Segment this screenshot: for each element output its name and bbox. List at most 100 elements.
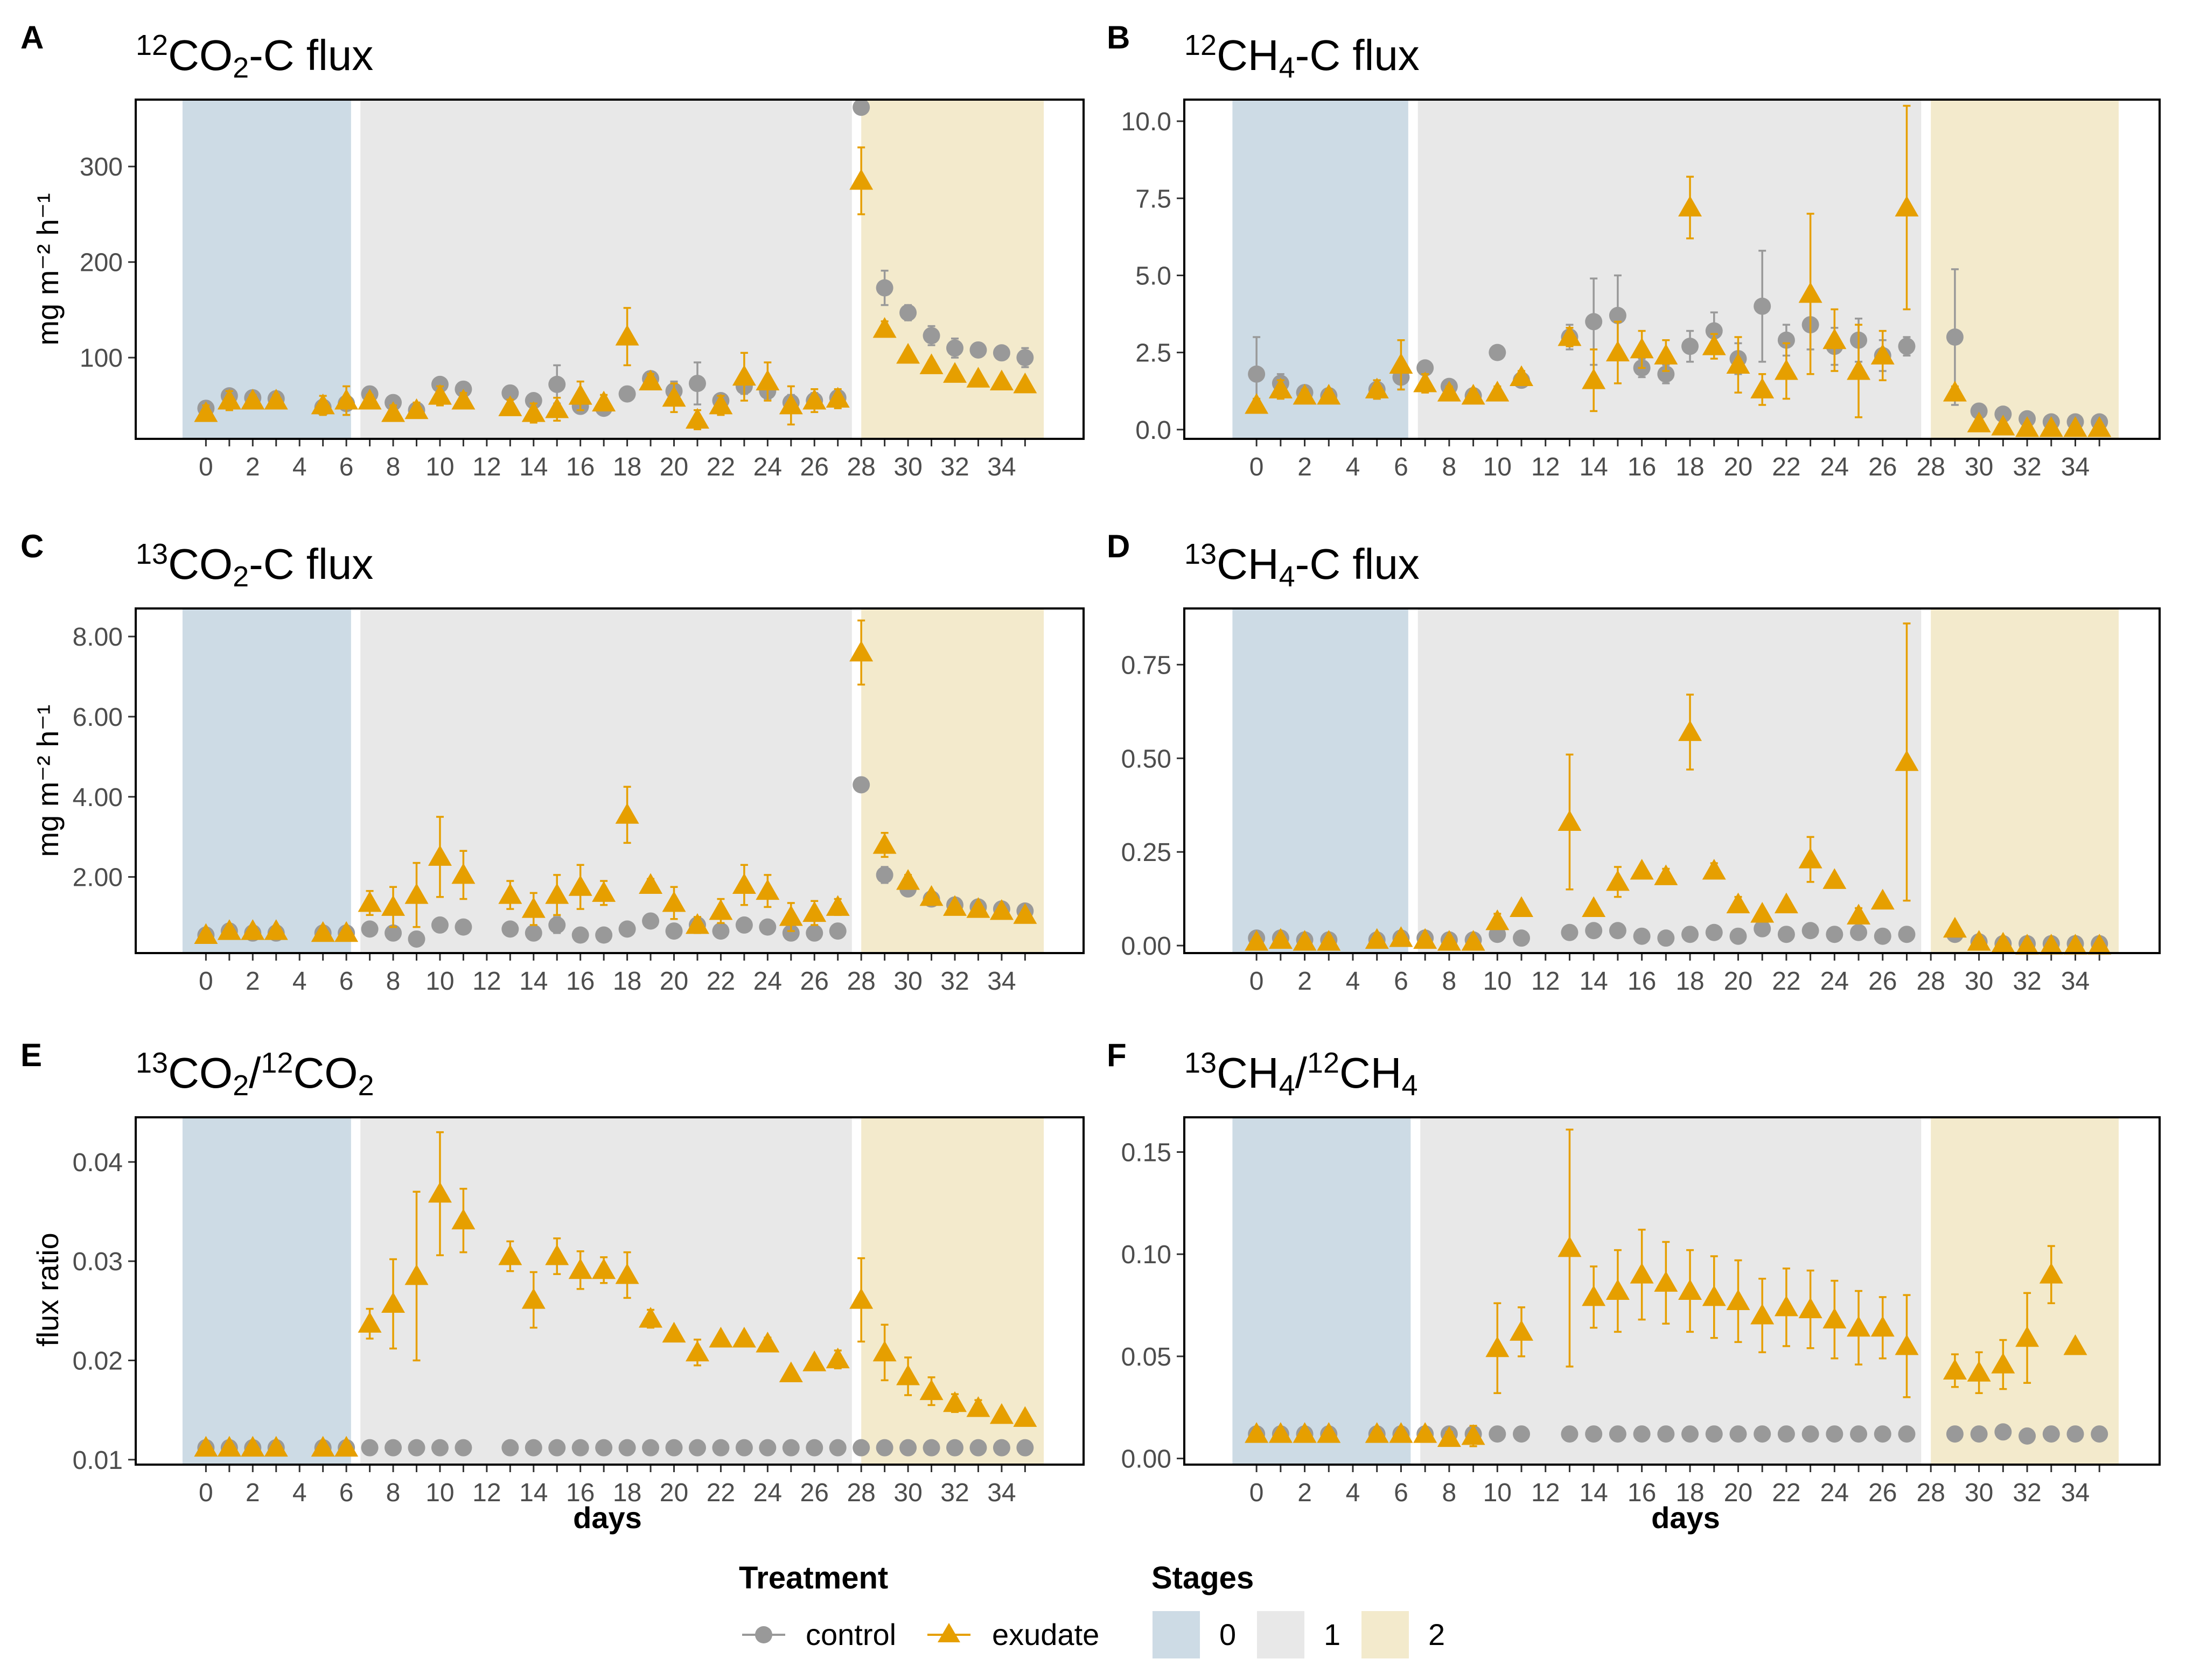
control-point [2091,1425,2108,1443]
title-main-2: CO [293,1049,358,1097]
exudate-point [545,397,569,418]
legend-label-stage-2: 2 [1428,1618,1445,1651]
control-point [923,327,940,345]
exudate-point [1967,1361,1991,1382]
control-point [2066,1425,2084,1443]
control-point [1874,927,1891,945]
x-tick-label: 16 [566,967,595,996]
exudate-point [1013,1406,1037,1427]
control-point [1489,1425,1506,1443]
stage-band-2 [1931,608,2119,953]
x-tick-label: 26 [800,453,829,481]
control-point [618,385,636,403]
control-point [1754,297,1771,315]
plot-frame [1183,1116,2161,1466]
control-point [1609,1425,1626,1443]
x-tick-label: 34 [2061,1479,2090,1507]
control-point [1850,1425,1868,1443]
x-tick-label: 10 [425,1479,454,1507]
control-point [782,924,800,942]
exudate-point [404,398,429,419]
exudate-point [568,875,592,896]
x-tick-label: 32 [940,1479,969,1507]
exudate-point [872,1340,897,1362]
exudate-point [1991,415,2015,436]
control-point [782,1439,800,1457]
x-tick-label: 28 [1917,453,1945,481]
exudate-point [872,317,897,338]
control-point [1513,1425,1531,1443]
exudate-point [1293,1422,1317,1443]
title-suffix: -C flux [1295,31,1420,79]
exudate-point [1870,344,1895,365]
exudate-point [1774,892,1798,914]
x-tick-label: 26 [800,1479,829,1507]
exudate-point [1678,1279,1702,1300]
control-point [1946,328,1964,346]
exudate-point [1485,909,1510,930]
legend-treatment-title: Treatment [739,1560,888,1595]
exudate-point [1013,372,1037,394]
exudate-point [1630,858,1654,880]
x-tick-label: 0 [1249,967,1264,996]
control-point [993,1439,1010,1457]
exudate-point [732,365,756,386]
exudate-point [709,899,733,920]
exudate-point [1943,916,1967,938]
exudate-point [1870,888,1895,910]
exudate-point [1750,1304,1775,1325]
control-point [1850,923,1868,941]
exudate-point [1245,1422,1269,1443]
control-point [1898,926,1916,943]
control-point [595,1439,613,1457]
control-point [712,1439,730,1457]
plot-frame [135,99,1085,440]
control-point [618,1439,636,1457]
control-point [1609,922,1626,940]
exudate-point [685,408,709,429]
control-point [501,920,519,938]
stage-band-0 [182,100,351,439]
exudate-point [381,1292,406,1313]
control-point [525,924,542,942]
control-point [688,1439,706,1457]
x-tick-label: 14 [519,967,548,996]
series-exudate [1245,622,2112,955]
exudate-point [498,883,522,904]
panel-letter: A [20,19,44,55]
x-tick-label: 14 [519,1479,548,1507]
control-point [853,99,870,116]
control-point [1248,365,1266,383]
title-main: CO [168,540,233,588]
control-point [1874,1425,1891,1443]
exudate-point [1967,411,1991,432]
exudate-point [1678,195,1702,216]
y-tick-label: 300 [80,153,123,181]
x-tick-label: 12 [472,967,501,996]
title-subscript: 4 [1279,52,1295,84]
control-point [1633,1425,1651,1443]
exudate-point [334,921,359,942]
control-point [618,920,636,938]
control-point [1970,402,1988,420]
x-tick-label: 34 [987,967,1016,996]
x-tick-label: 0 [1249,1479,1264,1507]
exudate-point [1389,1422,1413,1443]
exudate-point [966,1396,990,1417]
y-tick-label: 0.0 [1135,416,1171,445]
control-point [548,916,566,934]
exudate-point [498,395,522,416]
control-point [1754,920,1771,937]
exudate-point [521,1288,546,1309]
exudate-point [779,1361,803,1382]
exudate-point [1991,1353,2015,1374]
x-tick-label: 18 [1675,453,1704,481]
exudate-point [1245,393,1269,414]
x-tick-label: 34 [2061,967,2090,996]
x-tick-label: 0 [1249,453,1264,481]
control-point [1416,359,1434,377]
exudate-point [756,1332,780,1353]
exudate-point [896,869,920,890]
x-tick-label: 22 [1772,967,1800,996]
